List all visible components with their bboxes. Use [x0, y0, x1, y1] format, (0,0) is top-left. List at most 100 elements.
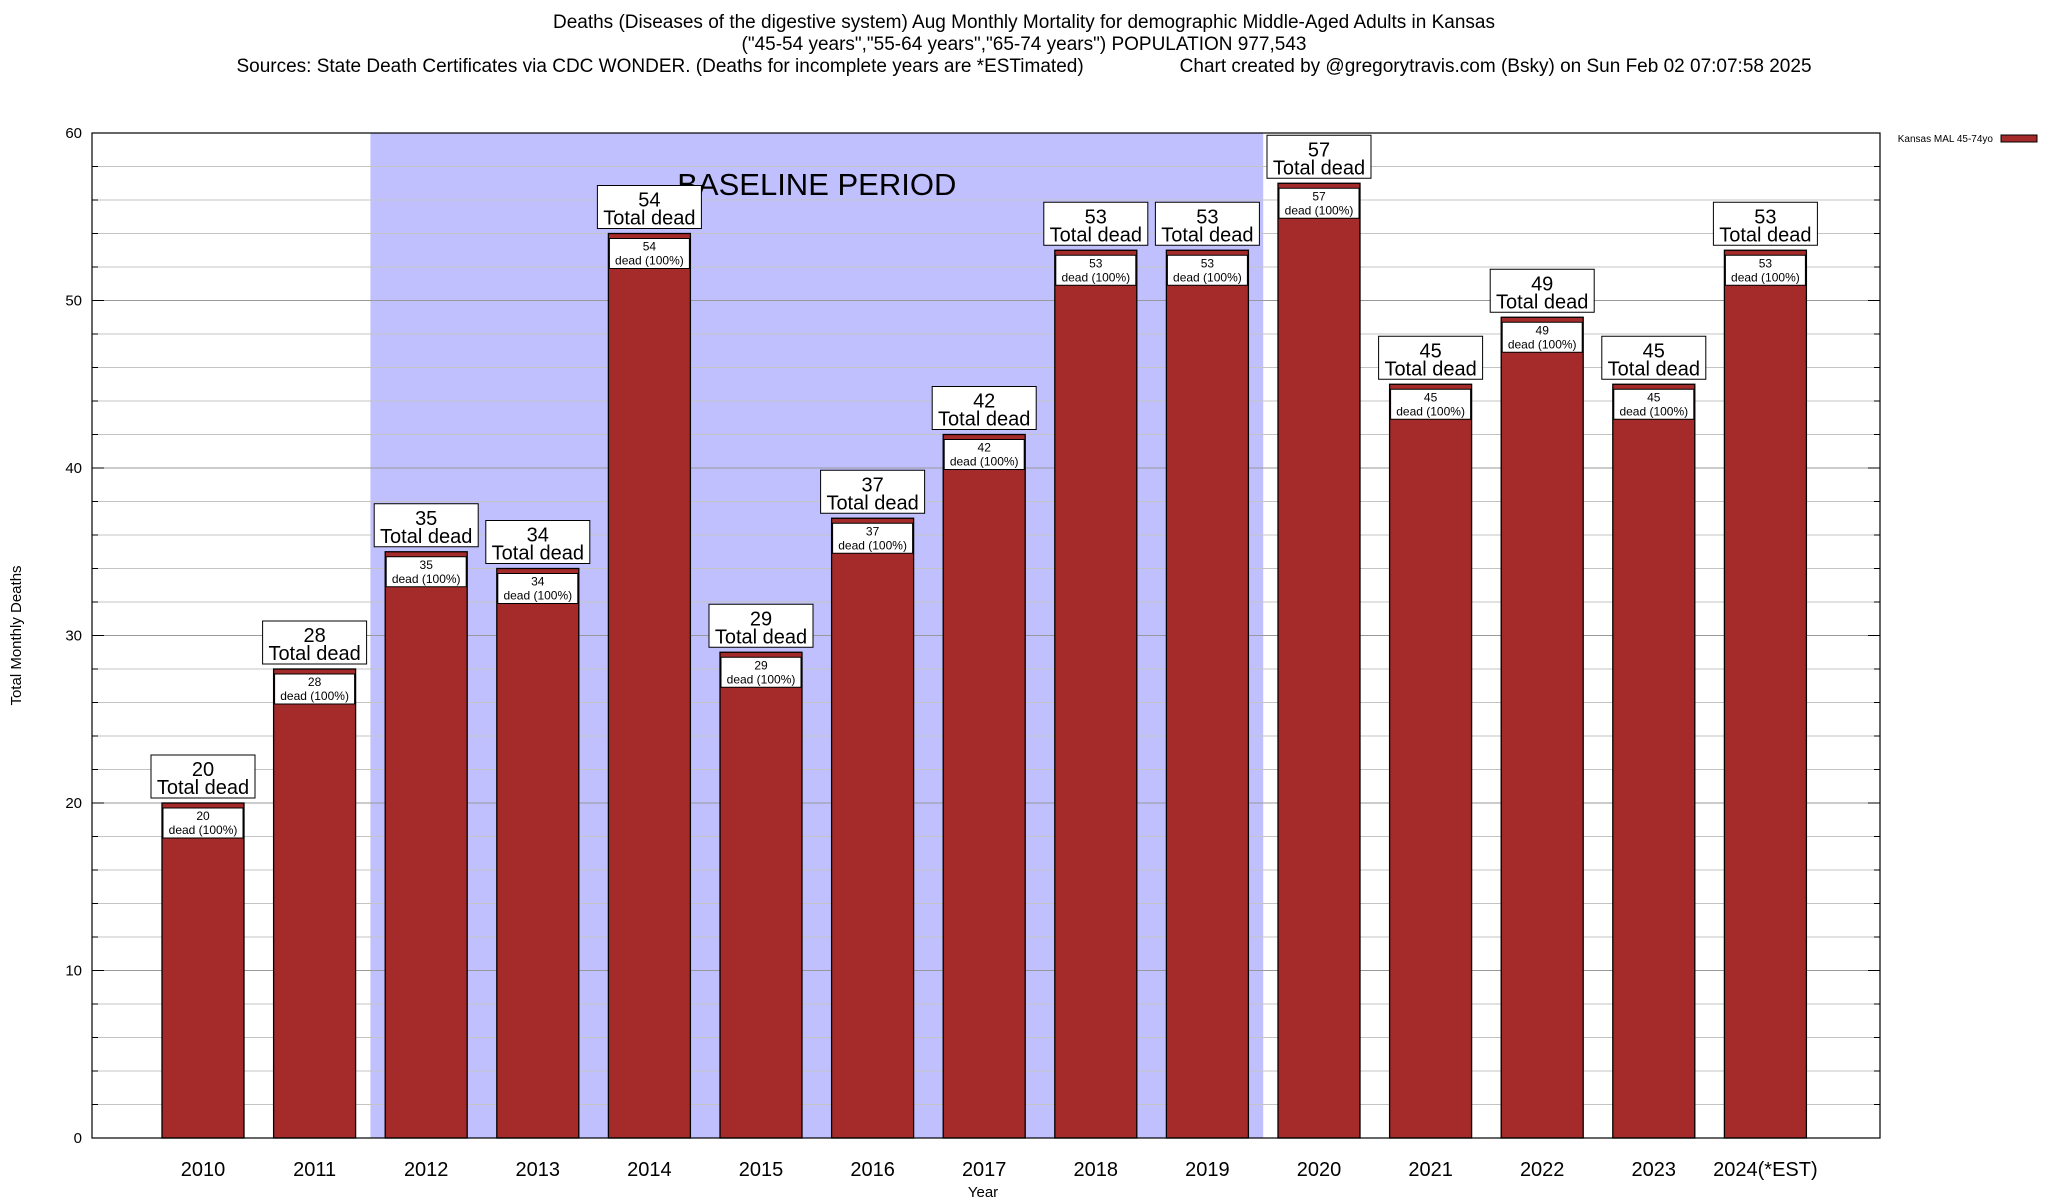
bar-inner-label: dead (100%): [1285, 203, 1354, 217]
bar-inner-value: 28: [308, 675, 322, 689]
bar-inner-value: 45: [1647, 390, 1661, 404]
y-tick-label: 10: [65, 963, 82, 980]
x-tick-label: 2018: [1074, 1159, 1119, 1181]
bar-inner-label: dead (100%): [1619, 404, 1688, 418]
bar-inner-value: 54: [643, 240, 657, 254]
bar-total-value: 34: [527, 525, 549, 547]
bar-inner-label: dead (100%): [838, 538, 907, 552]
x-tick-label: 2010: [181, 1159, 226, 1181]
bar-inner-value: 49: [1536, 323, 1550, 337]
bar-total-value: 29: [750, 608, 772, 630]
chart-source-line: Sources: State Death Certificates via CD…: [0, 56, 2048, 78]
x-tick-label: 2022: [1520, 1159, 1565, 1181]
y-axis-title: Total Monthly Deaths: [8, 565, 25, 705]
bar: [384, 551, 468, 1139]
bar-total-label-box: [1601, 335, 1707, 380]
bar-total-value: 53: [1754, 206, 1776, 228]
bar-inner-value: 29: [754, 658, 768, 672]
bar-total-value: 28: [303, 625, 325, 647]
bar: [496, 567, 580, 1139]
y-tick-label: 50: [65, 293, 82, 310]
bar: [1723, 249, 1808, 1139]
x-tick-label: 2019: [1185, 1159, 1230, 1181]
bar-inner-label-box: [608, 238, 690, 269]
bar-inner-label: dead (100%): [392, 572, 461, 586]
bar-total-label: Total dead: [1161, 224, 1253, 246]
bar-total-label: Total dead: [715, 626, 807, 648]
bar-inner-value: 53: [1201, 256, 1215, 270]
legend-layer: Kansas MAL 45-74yo: [1898, 134, 2038, 145]
bar: [1054, 249, 1138, 1139]
bar-total-label-box: [150, 754, 256, 799]
bar-total-value: 54: [638, 190, 660, 212]
y-tick-label: 20: [65, 795, 82, 812]
bar-total-label: Total dead: [380, 526, 472, 548]
x-tick-label: 2012: [404, 1159, 449, 1181]
bar-total-label: Total dead: [826, 492, 918, 514]
x-tick-label: 2016: [850, 1159, 895, 1181]
bar-total-label-box: [1043, 201, 1149, 246]
bar-total-label-box: [820, 469, 926, 514]
bar: [607, 232, 692, 1139]
bar-inner-label: dead (100%): [280, 689, 349, 703]
bar-inner-value: 45: [1424, 390, 1438, 404]
bar-inner-label: dead (100%): [503, 589, 572, 603]
bar-inner-value: 53: [1759, 256, 1773, 270]
chart-subtitle: ("45-54 years","55-64 years","65-74 year…: [741, 34, 1307, 55]
bar: [719, 651, 803, 1139]
bar-total-value: 20: [192, 759, 214, 781]
y-tick-label: 0: [74, 1130, 82, 1147]
bar-total-label-box: [1712, 201, 1818, 246]
bar-inner-label: dead (100%): [1396, 404, 1465, 418]
bar-inner-label: dead (100%): [1508, 337, 1577, 351]
bar-total-label-box: [262, 620, 368, 665]
bar-total-label: Total dead: [1273, 157, 1365, 179]
bar-total-label-box: [596, 185, 702, 229]
bar: [1612, 383, 1696, 1139]
bar-inner-label-box: [1166, 254, 1248, 286]
bar-total-label-box: [1378, 335, 1484, 380]
x-tick-label: 2017: [962, 1159, 1007, 1181]
bar: [1388, 383, 1473, 1139]
bar-inner-label-box: [274, 673, 356, 705]
bar-inner-label-box: [943, 439, 1025, 470]
chart-title: Deaths (Diseases of the digestive system…: [552, 12, 1495, 33]
bar-total-label: Total dead: [1384, 358, 1476, 380]
bar-total-label: Total dead: [1050, 224, 1142, 246]
chart-header: Deaths (Diseases of the digestive system…: [0, 12, 2048, 78]
bar-total-label-box: [931, 386, 1037, 430]
legend-label: Kansas MAL 45-74yo: [1898, 134, 1994, 145]
x-tick-label: 2021: [1408, 1159, 1453, 1181]
bar-total-value: 42: [973, 391, 995, 413]
bar-inner-label: dead (100%): [727, 672, 796, 686]
baseline-label: BASELINE PERIOD: [677, 167, 956, 202]
chart-sources: Sources: State Death Certificates via CD…: [236, 56, 1084, 77]
bar-inner-value: 34: [531, 575, 545, 589]
bar-inner-label-box: [1055, 254, 1137, 286]
x-tick-label: 2013: [516, 1159, 561, 1181]
bar-inner-label: dead (100%): [1173, 270, 1242, 284]
bar-total-value: 45: [1419, 340, 1441, 362]
y-tick-label: 30: [65, 628, 82, 645]
bar-inner-label-box: [1724, 254, 1806, 286]
y-tick-label: 60: [65, 125, 82, 142]
legend-swatch: [2000, 134, 2038, 143]
bar-total-label: Total dead: [603, 208, 695, 230]
bar-inner-label-box: [832, 522, 914, 554]
bar-total-label: Total dead: [1496, 291, 1588, 313]
bar-total-label-box: [373, 503, 479, 548]
bar-total-label: Total dead: [157, 777, 249, 799]
bar-total-value: 37: [861, 474, 883, 496]
bar-total-value: 53: [1085, 206, 1107, 228]
bar: [272, 668, 357, 1139]
bar-total-value: 35: [415, 508, 437, 530]
